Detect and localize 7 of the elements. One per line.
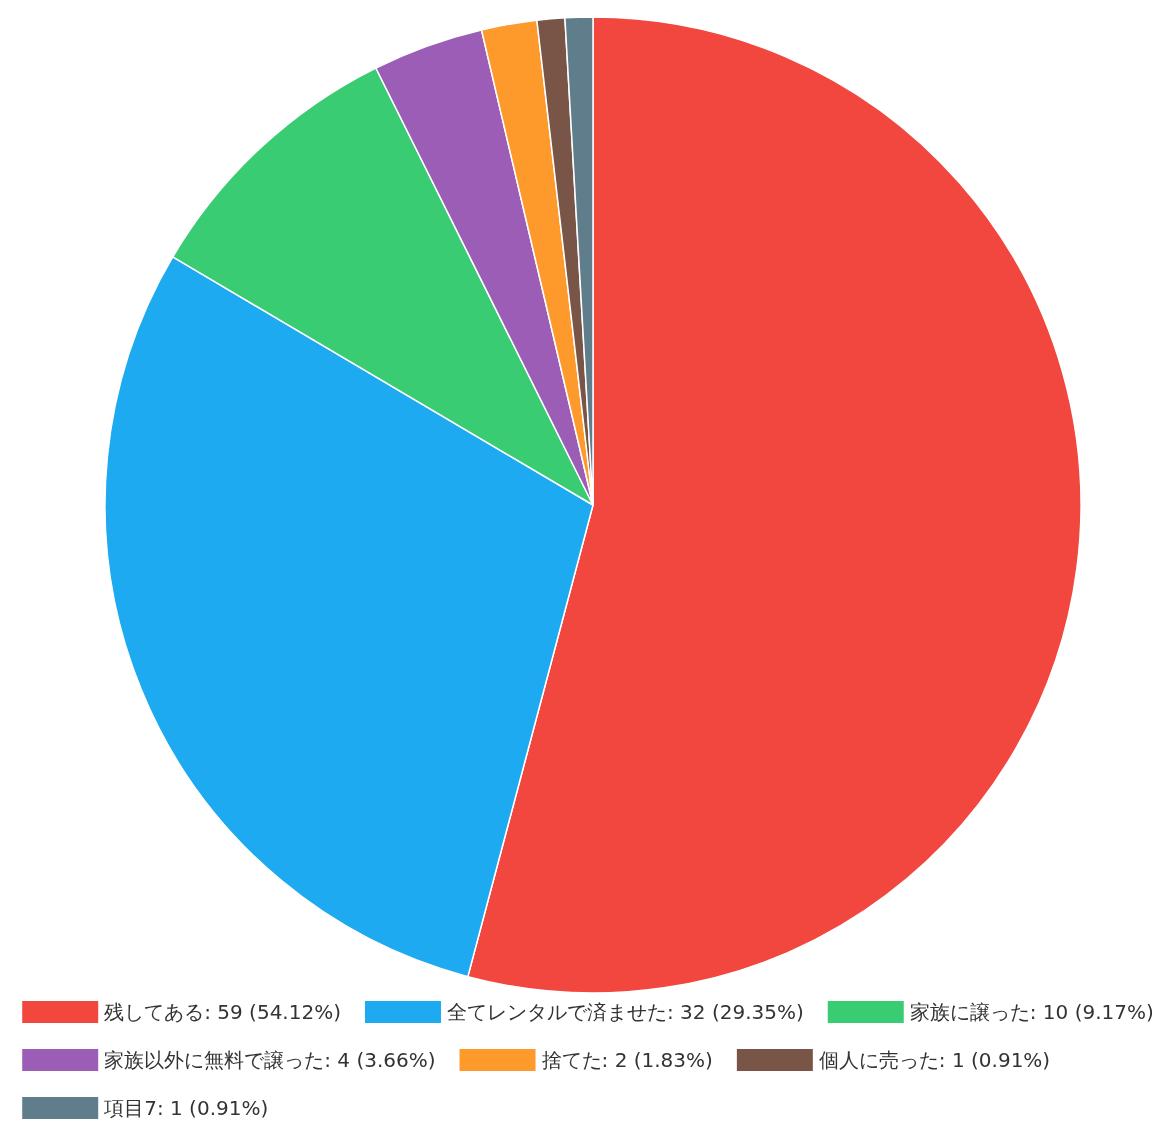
legend-label: 個人に売った: 1 (0.91%) — [818, 1048, 1051, 1072]
legend-label: 捨てた: 2 (1.83%) — [541, 1048, 713, 1072]
legend-label: 家族に譲った: 10 (9.17%) — [909, 1000, 1154, 1024]
legend-label: 項目7: 1 (0.91%) — [103, 1096, 269, 1120]
legend-label: 残してある: 59 (54.12%) — [104, 1000, 341, 1024]
legend-label: 全てレンタルで済ませた: 32 (29.35%) — [446, 1000, 804, 1024]
legend-label: 家族以外に無料で譲った: 4 (3.66%) — [104, 1048, 436, 1072]
